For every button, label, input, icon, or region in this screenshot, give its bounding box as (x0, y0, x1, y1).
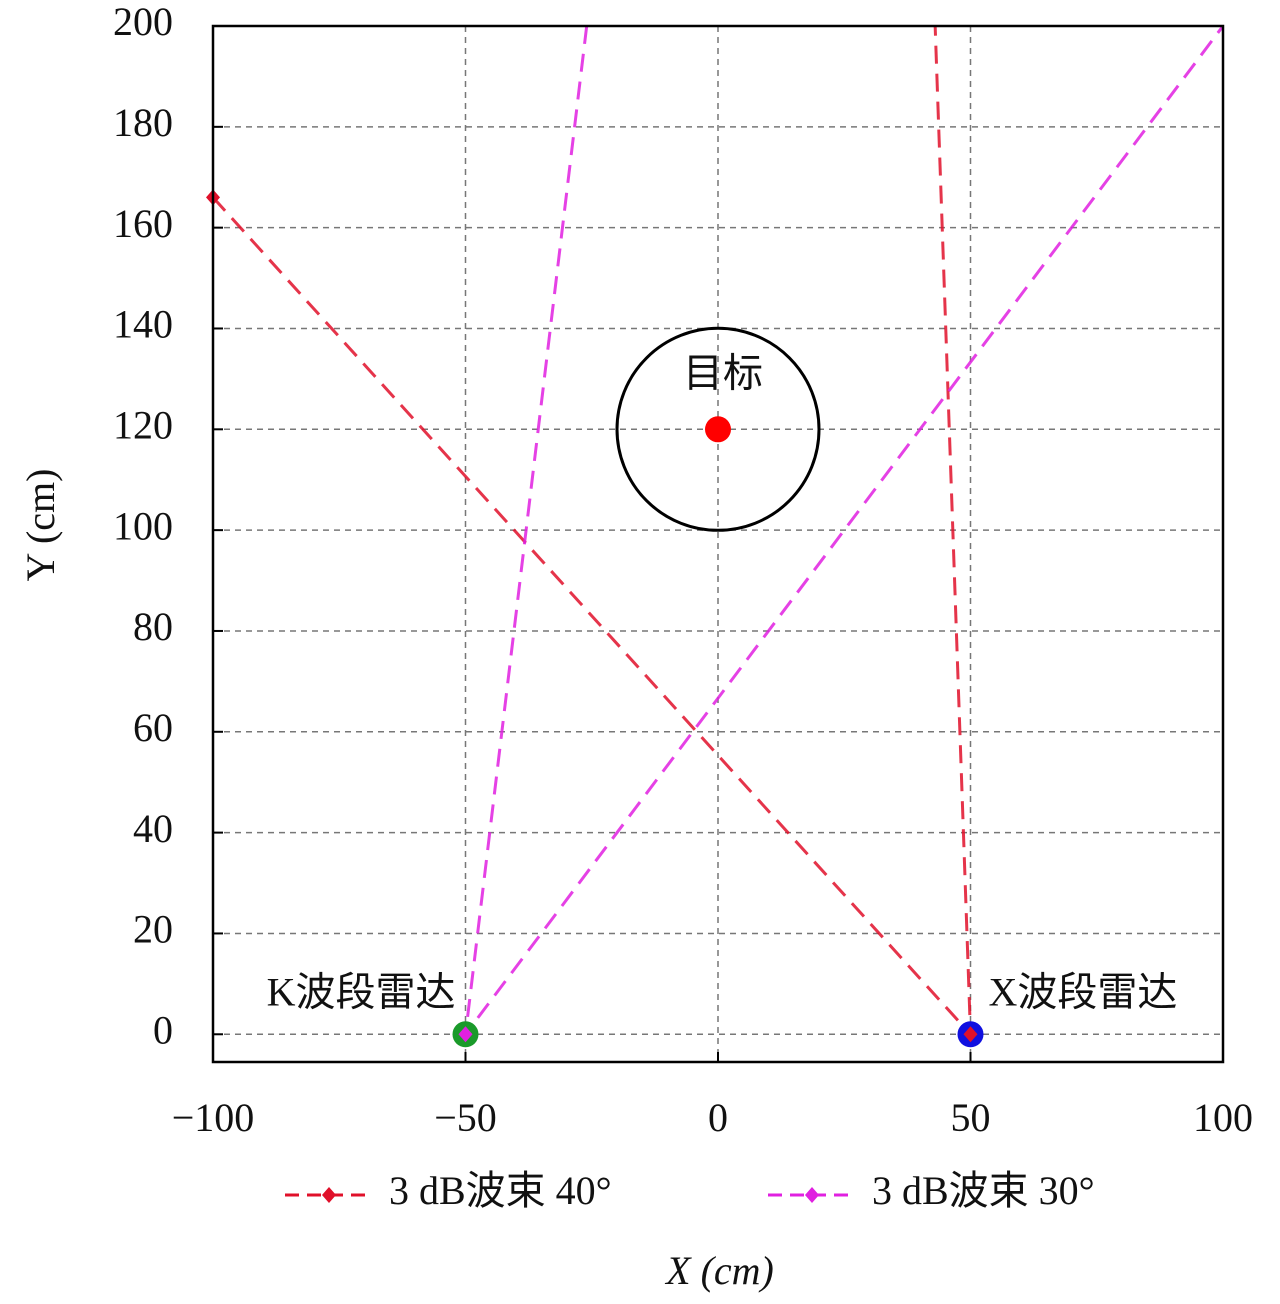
point-label: X波段雷达 (989, 969, 1178, 1014)
y-tick-label: 40 (133, 806, 173, 851)
x-tick-label: −50 (434, 1095, 497, 1140)
y-tick-label: 140 (113, 302, 173, 347)
y-tick-label: 0 (153, 1007, 173, 1052)
legend-label: 3 dB波束 30° (872, 1168, 1095, 1213)
y-axis-label: Y (cm) (18, 469, 63, 582)
point (705, 416, 731, 443)
y-tick-label: 60 (133, 705, 173, 750)
y-tick-label: 20 (133, 907, 173, 952)
x-tick-label: −100 (172, 1095, 255, 1140)
marker (963, 1026, 978, 1043)
x-tick-label: 0 (708, 1095, 728, 1140)
y-tick-label: 100 (113, 503, 173, 548)
legend-label: 3 dB波束 40° (389, 1168, 612, 1213)
y-tick-label: 120 (113, 402, 173, 447)
y-tick-label: 160 (113, 201, 173, 246)
x-axis-label: X (cm) (664, 1248, 774, 1293)
target-circle (615, 326, 821, 532)
plot-frame (211, 24, 1225, 1064)
point-label: K波段雷达 (267, 969, 456, 1014)
legend-marker (805, 1187, 819, 1203)
y-tick-label: 200 (113, 0, 173, 44)
x-tick-label: 100 (1193, 1095, 1253, 1140)
x-tick-label: 50 (951, 1095, 991, 1140)
marker (458, 1026, 473, 1043)
y-tick-label: 80 (133, 604, 173, 649)
legend-marker (322, 1187, 336, 1203)
y-tick-label: 180 (113, 100, 173, 145)
point-label: 目标 (683, 350, 763, 395)
